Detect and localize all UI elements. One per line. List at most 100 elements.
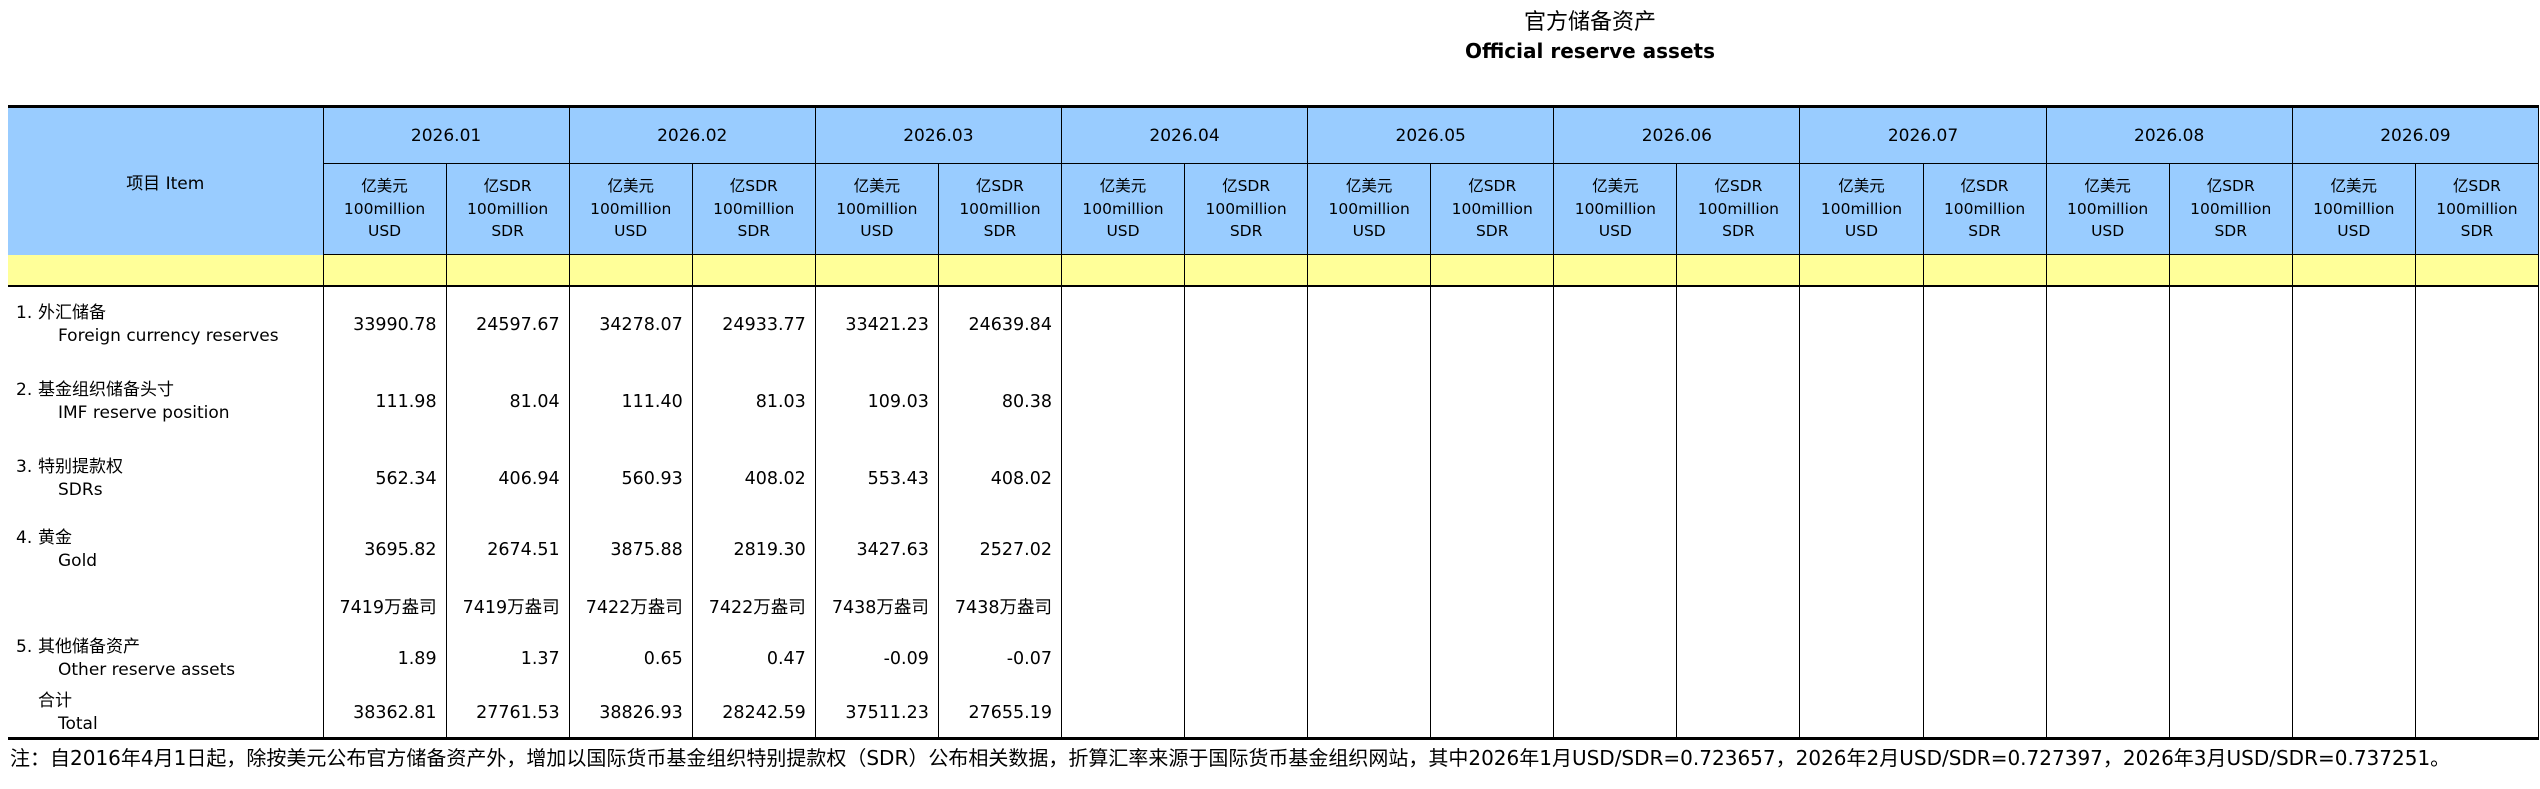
value-cell: 560.93 xyxy=(569,440,693,517)
header-row-units: 亿美元 100million USD 亿SDR 100million SDR 亿美元 100m… xyxy=(8,163,2540,255)
row-number: 3. xyxy=(16,456,33,477)
unit-header-line: 100million xyxy=(1451,199,1533,218)
value-cell: 7419万盎司 xyxy=(323,583,447,629)
unit-header-sdr: 亿SDR 100million SDR xyxy=(1676,163,1801,255)
value-cell xyxy=(1676,689,1801,738)
value-cell xyxy=(1923,363,2047,440)
value-cell xyxy=(1799,583,1924,629)
unit-header-line: SDR xyxy=(737,222,771,241)
value-cell xyxy=(1184,517,1309,583)
unit-header-line: USD xyxy=(614,222,648,241)
value-cell: 81.04 xyxy=(446,363,570,440)
value-cell xyxy=(2169,583,2293,629)
value-cell xyxy=(2415,363,2540,440)
value-cell xyxy=(1430,583,1555,629)
table-row: 3. 特别提款权 SDRs 562.34 406.94 560.93 408.02 553.4… xyxy=(8,440,2540,517)
unit-header-usd: 亿美元 100million USD xyxy=(569,163,693,255)
separator-cell xyxy=(2169,254,2293,287)
value-cell: -0.07 xyxy=(938,629,1062,689)
unit-header-sdr: 亿SDR 100million SDR xyxy=(1923,163,2047,255)
value-cell xyxy=(1184,440,1309,517)
unit-header-line: SDR xyxy=(983,222,1017,241)
unit-header-line: 100million xyxy=(1082,199,1164,218)
value-cell: 37511.23 xyxy=(815,689,939,738)
row-label-chinese: 其他储备资产 xyxy=(38,637,140,658)
unit-header-usd: 亿美元 100million USD xyxy=(1553,163,1678,255)
value-cell xyxy=(1307,517,1432,583)
row-label-chinese: 合计 xyxy=(38,690,72,711)
value-cell xyxy=(1553,629,1678,689)
unit-header-line: 100million xyxy=(467,199,549,218)
unit-header-line: 100million xyxy=(1697,199,1779,218)
value-cell xyxy=(1676,629,1801,689)
value-cell xyxy=(2292,629,2416,689)
unit-header-line: SDR xyxy=(2214,222,2247,241)
unit-header-line: 亿SDR xyxy=(1222,177,1271,196)
row-label-chinese: 黄金 xyxy=(38,528,72,549)
unit-header-line: 100million xyxy=(836,199,918,218)
value-cell: 408.02 xyxy=(692,440,816,517)
value-cell xyxy=(1553,286,1678,363)
separator-cell xyxy=(815,254,939,287)
value-cell: 406.94 xyxy=(446,440,570,517)
value-cell xyxy=(1061,440,1186,517)
value-cell xyxy=(1553,517,1678,583)
value-cell xyxy=(1307,440,1432,517)
table-row: 5. 其他储备资产 Other reserve assets 1.89 1.37 0.65… xyxy=(8,629,2540,689)
month-header: 2026.03 xyxy=(815,106,1062,164)
value-cell xyxy=(1553,689,1678,738)
value-cell xyxy=(1061,517,1186,583)
row-label-english: Total xyxy=(58,713,98,734)
separator-cell xyxy=(446,254,570,287)
unit-header-line: 100million xyxy=(713,199,795,218)
value-cell: 1.37 xyxy=(446,629,570,689)
value-cell xyxy=(1923,583,2047,629)
footnote: 注：自2016年4月1日起，除按美元公布官方储备资产外，增加以国际货币基金组织特… xyxy=(10,746,2451,770)
value-cell: 33421.23 xyxy=(815,286,939,363)
unit-header-line: 亿美元 xyxy=(853,177,901,196)
unit-header-sdr: 亿SDR 100million SDR xyxy=(692,163,816,255)
unit-header-sdr: 亿SDR 100million SDR xyxy=(1430,163,1555,255)
value-cell xyxy=(2415,517,2540,583)
unit-header-line: 亿SDR xyxy=(2452,177,2501,196)
value-cell: 38362.81 xyxy=(323,689,447,738)
value-cell: 7422万盎司 xyxy=(569,583,693,629)
value-cell xyxy=(1923,689,2047,738)
separator-cell xyxy=(1061,254,1186,287)
unit-header-line: 亿美元 xyxy=(2084,177,2131,196)
unit-header-line: SDR xyxy=(1722,222,1755,241)
month-header: 2026.02 xyxy=(569,106,816,164)
value-cell: 2819.30 xyxy=(692,517,816,583)
unit-header-usd: 亿美元 100million USD xyxy=(1307,163,1432,255)
value-cell: 109.03 xyxy=(815,363,939,440)
value-cell xyxy=(1061,629,1186,689)
value-cell xyxy=(1430,286,1555,363)
row-label-line1: 1. 外汇储备 xyxy=(8,302,323,325)
value-cell xyxy=(2415,286,2540,363)
value-cell xyxy=(1061,583,1186,629)
month-header: 2026.07 xyxy=(1799,106,2047,164)
unit-header-line: 100million xyxy=(1820,199,1903,218)
unit-header-sdr: 亿SDR 100million SDR xyxy=(938,163,1062,255)
value-cell xyxy=(1923,517,2047,583)
row-label-english: Other reserve assets xyxy=(58,660,236,680)
value-cell: 0.65 xyxy=(569,629,693,689)
row-label: 5. 其他储备资产 Other reserve assets xyxy=(8,629,324,689)
value-cell xyxy=(1676,517,1801,583)
unit-header-line: 亿SDR xyxy=(1714,177,1763,196)
value-cell: 3695.82 xyxy=(323,517,447,583)
value-cell xyxy=(1799,363,1924,440)
unit-header-line: 100million xyxy=(959,199,1041,218)
unit-header-line: 亿美元 xyxy=(1592,177,1639,196)
unit-header-line: USD xyxy=(860,222,894,241)
unit-header-line: 亿SDR xyxy=(1960,177,2009,196)
row-number xyxy=(16,690,38,713)
value-cell: 3427.63 xyxy=(815,517,939,583)
row-label-line1: 3. 特别提款权 xyxy=(8,456,323,479)
value-cell xyxy=(1061,689,1186,738)
value-cell xyxy=(1923,286,2047,363)
unit-header-line: 100million xyxy=(2313,199,2395,218)
separator-cell xyxy=(1553,254,1678,287)
value-cell xyxy=(2046,440,2170,517)
value-cell xyxy=(1184,629,1309,689)
